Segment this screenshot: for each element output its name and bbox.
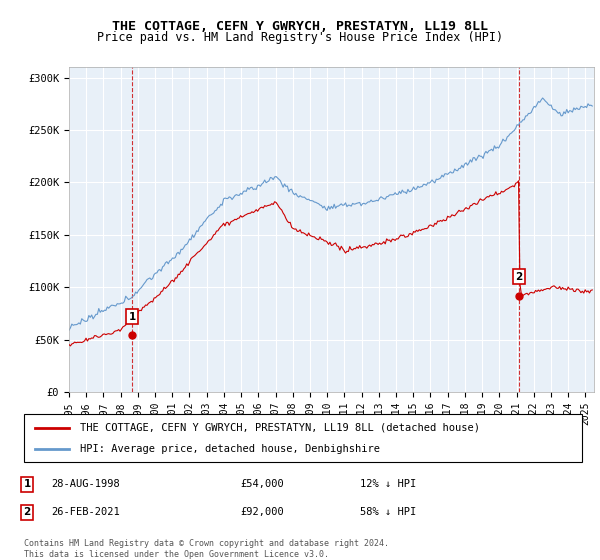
Text: 2: 2 — [515, 272, 523, 282]
Text: Price paid vs. HM Land Registry's House Price Index (HPI): Price paid vs. HM Land Registry's House … — [97, 31, 503, 44]
Text: 58% ↓ HPI: 58% ↓ HPI — [360, 507, 416, 517]
Text: 12% ↓ HPI: 12% ↓ HPI — [360, 479, 416, 489]
Text: 28-AUG-1998: 28-AUG-1998 — [51, 479, 120, 489]
Text: 26-FEB-2021: 26-FEB-2021 — [51, 507, 120, 517]
Text: This data is licensed under the Open Government Licence v3.0.: This data is licensed under the Open Gov… — [24, 550, 329, 559]
Text: HPI: Average price, detached house, Denbighshire: HPI: Average price, detached house, Denb… — [80, 444, 380, 454]
Text: THE COTTAGE, CEFN Y GWRYCH, PRESTATYN, LL19 8LL (detached house): THE COTTAGE, CEFN Y GWRYCH, PRESTATYN, L… — [80, 423, 480, 433]
Text: 1: 1 — [23, 479, 31, 489]
FancyBboxPatch shape — [24, 414, 582, 462]
Text: 2: 2 — [23, 507, 31, 517]
Text: Contains HM Land Registry data © Crown copyright and database right 2024.: Contains HM Land Registry data © Crown c… — [24, 539, 389, 548]
Text: £92,000: £92,000 — [240, 507, 284, 517]
Text: 1: 1 — [128, 311, 136, 321]
Text: THE COTTAGE, CEFN Y GWRYCH, PRESTATYN, LL19 8LL: THE COTTAGE, CEFN Y GWRYCH, PRESTATYN, L… — [112, 20, 488, 32]
Text: £54,000: £54,000 — [240, 479, 284, 489]
